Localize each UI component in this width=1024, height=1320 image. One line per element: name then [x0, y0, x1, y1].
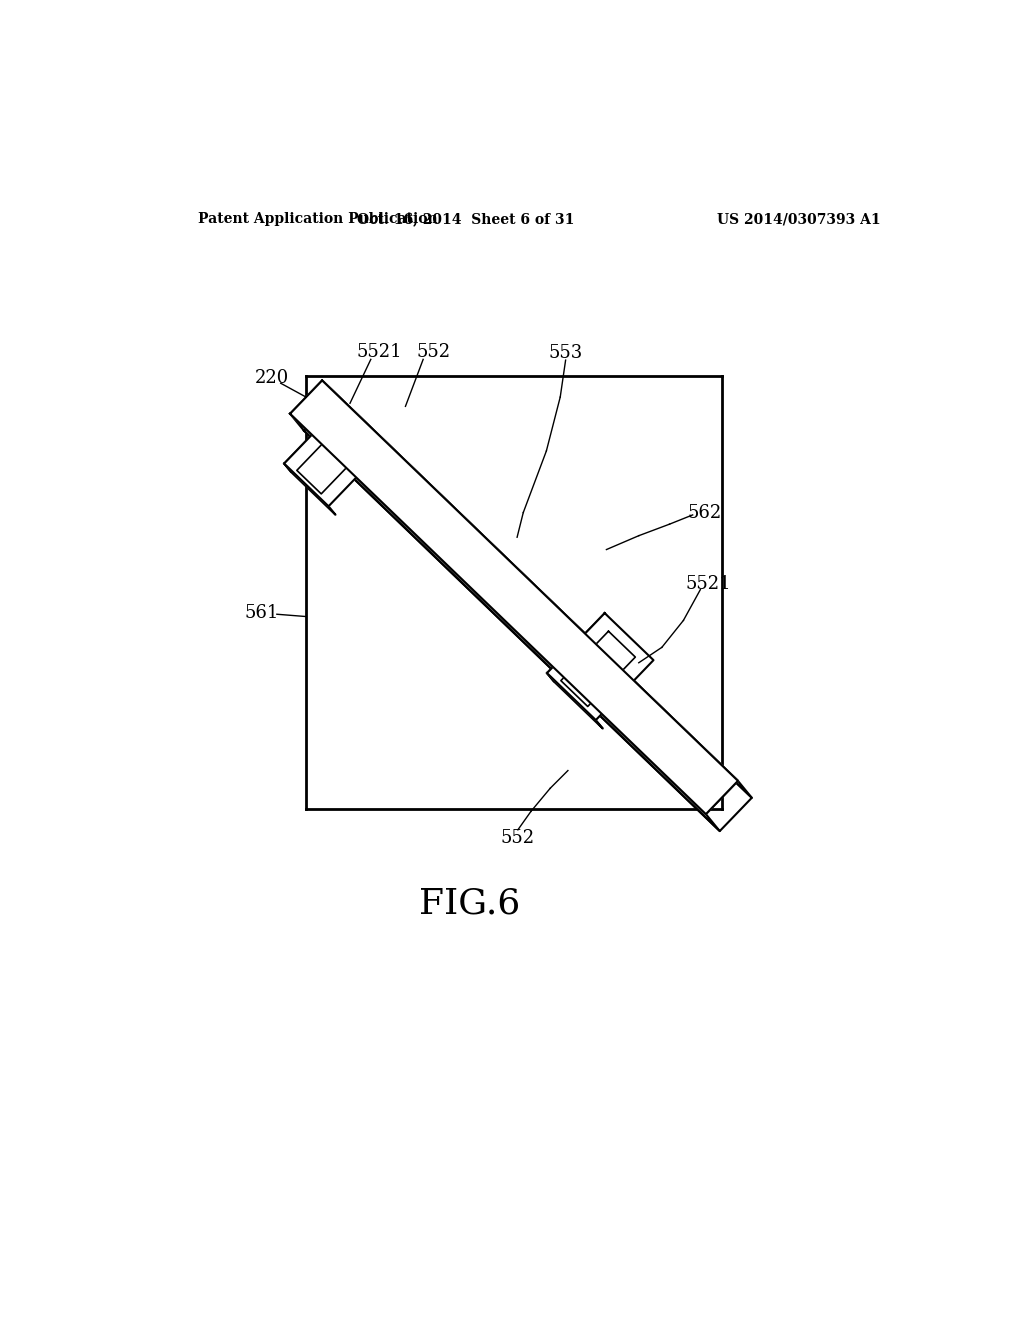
Polygon shape [547, 673, 603, 729]
Text: 562: 562 [687, 504, 721, 521]
Polygon shape [297, 425, 366, 494]
Text: 552: 552 [501, 829, 535, 846]
Text: 553: 553 [549, 345, 583, 362]
Polygon shape [285, 463, 336, 515]
Polygon shape [285, 408, 382, 507]
Text: 561: 561 [245, 603, 279, 622]
Text: US 2014/0307393 A1: US 2014/0307393 A1 [717, 213, 881, 226]
Polygon shape [323, 380, 752, 797]
Polygon shape [290, 380, 738, 814]
Polygon shape [285, 408, 344, 473]
Polygon shape [547, 614, 653, 719]
Text: 220: 220 [254, 368, 289, 387]
Polygon shape [304, 397, 752, 832]
Text: Patent Application Publication: Patent Application Publication [199, 213, 438, 226]
Polygon shape [290, 413, 720, 832]
Text: 5521: 5521 [685, 576, 731, 593]
Polygon shape [561, 631, 635, 706]
Polygon shape [552, 619, 567, 638]
Text: Oct. 16, 2014  Sheet 6 of 31: Oct. 16, 2014 Sheet 6 of 31 [356, 213, 574, 226]
Polygon shape [547, 614, 611, 681]
Text: 5521: 5521 [356, 343, 402, 362]
Polygon shape [440, 523, 460, 544]
Polygon shape [440, 523, 475, 556]
Text: 552: 552 [416, 343, 451, 362]
Polygon shape [290, 380, 738, 814]
Text: FIG.6: FIG.6 [419, 887, 520, 921]
Polygon shape [552, 619, 579, 645]
